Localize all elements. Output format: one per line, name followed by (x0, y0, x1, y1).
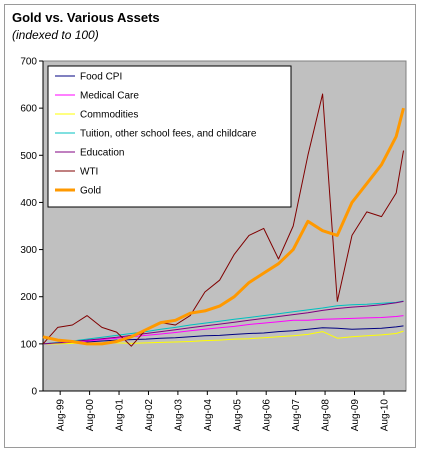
y-tick-label: 100 (20, 339, 37, 350)
legend-entry: WTI (80, 167, 98, 178)
legend-entry: Gold (80, 186, 101, 197)
x-tick-label: Aug-01 (115, 399, 126, 432)
x-tick-label: Aug-02 (144, 399, 155, 432)
legend: Food CPI Medical Care Commodities Tuition, … (47, 65, 292, 208)
legend-entry: Education (80, 148, 124, 159)
legend-entry: Food CPI (80, 72, 122, 83)
legend-entry: Tuition, other school fees, and childcar… (80, 129, 257, 140)
y-tick-label: 0 (31, 387, 37, 398)
y-tick-label: 700 (20, 57, 37, 68)
series-line-food-cpi (42, 325, 404, 345)
y-tick-label: 400 (20, 198, 37, 209)
series-line-tuition-other-school-fees-and-childcare (42, 300, 404, 345)
x-tick-label: Aug-09 (350, 399, 361, 432)
series-line-gold (42, 107, 405, 346)
x-tick-label: Aug-10 (379, 399, 390, 432)
x-tick-label: Aug-04 (203, 399, 214, 432)
legend-entry: Commodities (80, 110, 138, 121)
legend-entry: Medical Care (80, 91, 139, 102)
y-axis: 0 100 200 300 400 500 600 700 (20, 57, 44, 398)
chart-subtitle: (indexed to 100) (12, 28, 99, 42)
chart-title: Gold vs. Various Assets (12, 10, 160, 25)
y-tick-label: 300 (20, 245, 37, 256)
x-tick-label: Aug-03 (173, 399, 184, 432)
x-tick-label: Aug-00 (85, 399, 96, 432)
legend-box (47, 65, 292, 208)
series-line-education (42, 300, 404, 345)
y-tick-label: 200 (20, 292, 37, 303)
x-tick-label: Aug-06 (262, 399, 273, 432)
x-tick-label: Aug-08 (321, 399, 332, 432)
y-tick-label: 500 (20, 151, 37, 162)
x-axis: Aug-99 Aug-00 Aug-01 Aug-02 Aug-03 Aug-04 Aug-… (43, 390, 406, 432)
series-line-wti (42, 93, 404, 347)
x-tick-label: Aug-05 (232, 399, 243, 432)
y-tick-label: 600 (20, 104, 37, 115)
x-tick-label: Aug-07 (291, 399, 302, 432)
series-group (42, 93, 405, 347)
x-tick-label: Aug-99 (56, 399, 67, 432)
series-line-medical-care (42, 315, 404, 345)
